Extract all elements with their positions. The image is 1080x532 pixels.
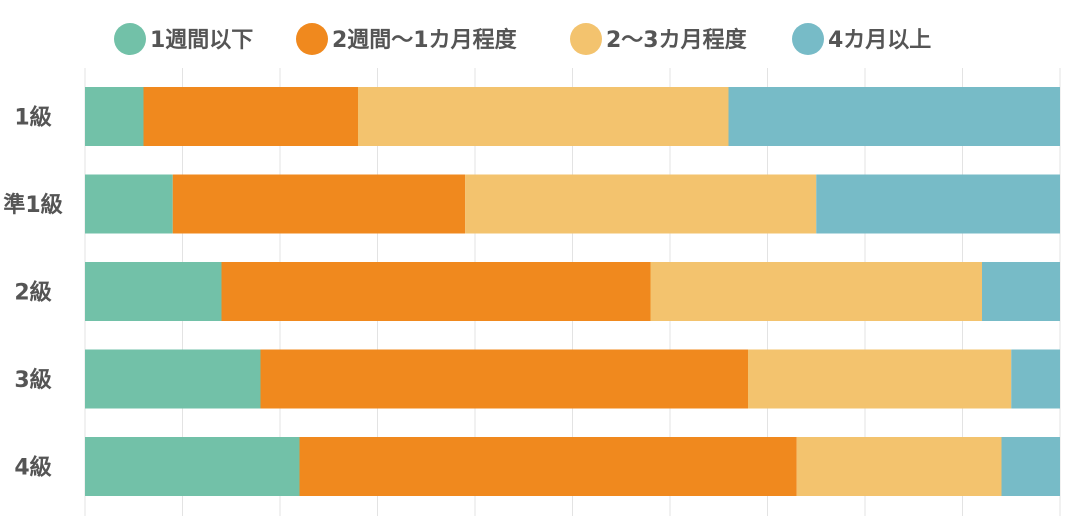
bar-segment: [85, 437, 300, 496]
bar-segment: [260, 349, 748, 409]
category-label: 3級: [14, 367, 51, 393]
legend-label: 2週間〜1カ月程度: [332, 27, 518, 53]
bar-segment: [465, 174, 817, 234]
bar-segment: [1001, 437, 1060, 496]
bar-segment: [358, 87, 729, 146]
bar-segment: [172, 174, 466, 234]
bar-segment: [748, 349, 1012, 409]
legend: 1週間以下 2週間〜1カ月程度 2〜3カ月程度 4カ月以上: [114, 23, 931, 55]
bar-segment: [816, 174, 1060, 234]
legend-swatch: [570, 23, 602, 55]
legend-label: 2〜3カ月程度: [606, 27, 748, 53]
legend-swatch: [114, 23, 146, 55]
bar-segment: [85, 87, 144, 146]
category-label: 2級: [14, 280, 51, 306]
legend-swatch: [792, 23, 824, 55]
category-label: 4級: [14, 455, 51, 481]
bars: [85, 87, 1060, 496]
legend-swatch: [296, 23, 328, 55]
bar-segment: [299, 437, 797, 496]
bar-segment: [650, 262, 982, 321]
bar-segment: [85, 349, 261, 409]
legend-label: 1週間以下: [150, 28, 253, 53]
category-label: 1級: [14, 105, 51, 131]
bar-segment: [221, 262, 651, 321]
bar-segment: [85, 174, 173, 234]
bar-segment: [85, 262, 222, 321]
category-label: 準1級: [3, 192, 62, 218]
bar-segment: [143, 87, 358, 146]
bar-segment: [982, 262, 1060, 321]
bar-segment: [796, 437, 1002, 496]
legend-label: 4カ月以上: [828, 28, 931, 53]
bar-segment: [728, 87, 1060, 146]
bar-segment: [1011, 349, 1060, 409]
